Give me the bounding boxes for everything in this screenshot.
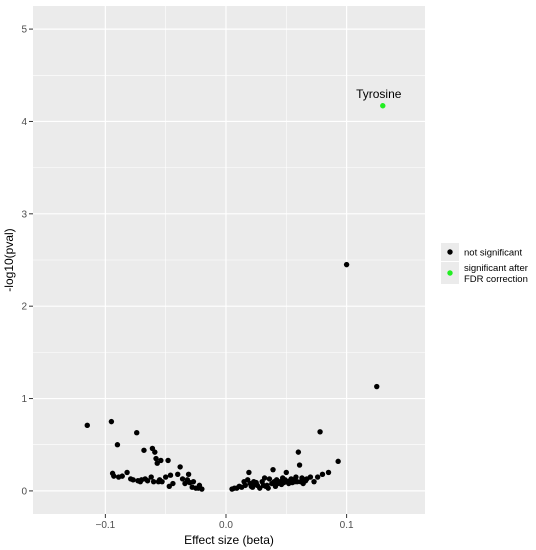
point-not-significant [261, 475, 268, 481]
point-not-significant [319, 471, 326, 477]
x-tick-label: −0.1 [95, 520, 115, 531]
point-not-significant [266, 476, 273, 482]
y-tick-label: 4 [21, 117, 27, 128]
point-not-significant [199, 486, 205, 492]
point-not-significant [283, 469, 289, 476]
point-not-significant [175, 471, 181, 477]
point-not-significant [185, 471, 192, 477]
x-tick-label: 0.0 [219, 520, 233, 531]
grid-lines [33, 6, 425, 514]
legend-label-significant: significant after FDR correction [464, 263, 528, 285]
point-not-significant [150, 478, 157, 485]
y-tick-label: 3 [21, 209, 27, 220]
legend-label-not-significant: not significant [464, 248, 522, 259]
point-not-significant [124, 469, 130, 476]
annotation-label: Tyrosine [356, 87, 402, 101]
y-tick-label: 1 [21, 394, 27, 405]
point-not-significant [343, 261, 350, 268]
point-not-significant [144, 478, 151, 484]
point-not-significant [270, 466, 276, 473]
point-not-significant [311, 478, 317, 485]
point-not-significant [165, 457, 171, 464]
point-not-significant [246, 469, 252, 476]
point-not-significant [153, 455, 159, 462]
legend-key-not-significant [447, 249, 453, 255]
point-not-significant [314, 474, 321, 480]
point-not-significant [335, 458, 341, 465]
point-not-significant [295, 449, 302, 455]
point-not-significant [190, 478, 197, 485]
point-not-significant [111, 473, 117, 479]
point-significant [380, 103, 386, 109]
point-not-significant [374, 383, 380, 390]
point-not-significant [293, 474, 299, 480]
point-not-significant [317, 429, 323, 435]
x-axis: −0.1 0.0 0.1 [95, 514, 354, 531]
point-not-significant [114, 442, 121, 448]
y-axis: 0 1 2 3 4 5 [21, 25, 33, 497]
point-not-significant [242, 482, 248, 489]
point-not-significant [148, 474, 154, 480]
legend: not significant significant after FDR corr… [441, 243, 528, 285]
point-not-significant [325, 469, 332, 476]
data-points [84, 103, 386, 492]
point-not-significant [134, 430, 140, 436]
point-not-significant [307, 474, 314, 480]
point-not-significant [141, 447, 147, 453]
annotations: Tyrosine [356, 87, 402, 101]
point-not-significant [162, 474, 169, 480]
point-not-significant [84, 422, 90, 429]
legend-key-significant [447, 270, 453, 276]
point-not-significant [296, 462, 303, 468]
y-tick-label: 0 [21, 486, 27, 497]
point-not-significant [177, 464, 183, 470]
point-not-significant [108, 418, 115, 425]
point-not-significant [167, 472, 174, 478]
point-not-significant [265, 485, 271, 491]
point-not-significant [119, 473, 125, 479]
point-not-significant [179, 476, 186, 482]
y-tick-label: 2 [21, 302, 27, 313]
y-axis-title: -log10(pval) [2, 228, 16, 291]
point-not-significant [170, 480, 176, 487]
y-tick-label: 5 [21, 25, 27, 36]
point-not-significant [152, 449, 158, 455]
x-tick-label: 0.1 [340, 520, 354, 531]
point-not-significant [130, 477, 136, 483]
point-not-significant [158, 457, 164, 464]
point-not-significant [159, 478, 165, 485]
x-axis-title: Effect size (beta) [184, 533, 274, 547]
